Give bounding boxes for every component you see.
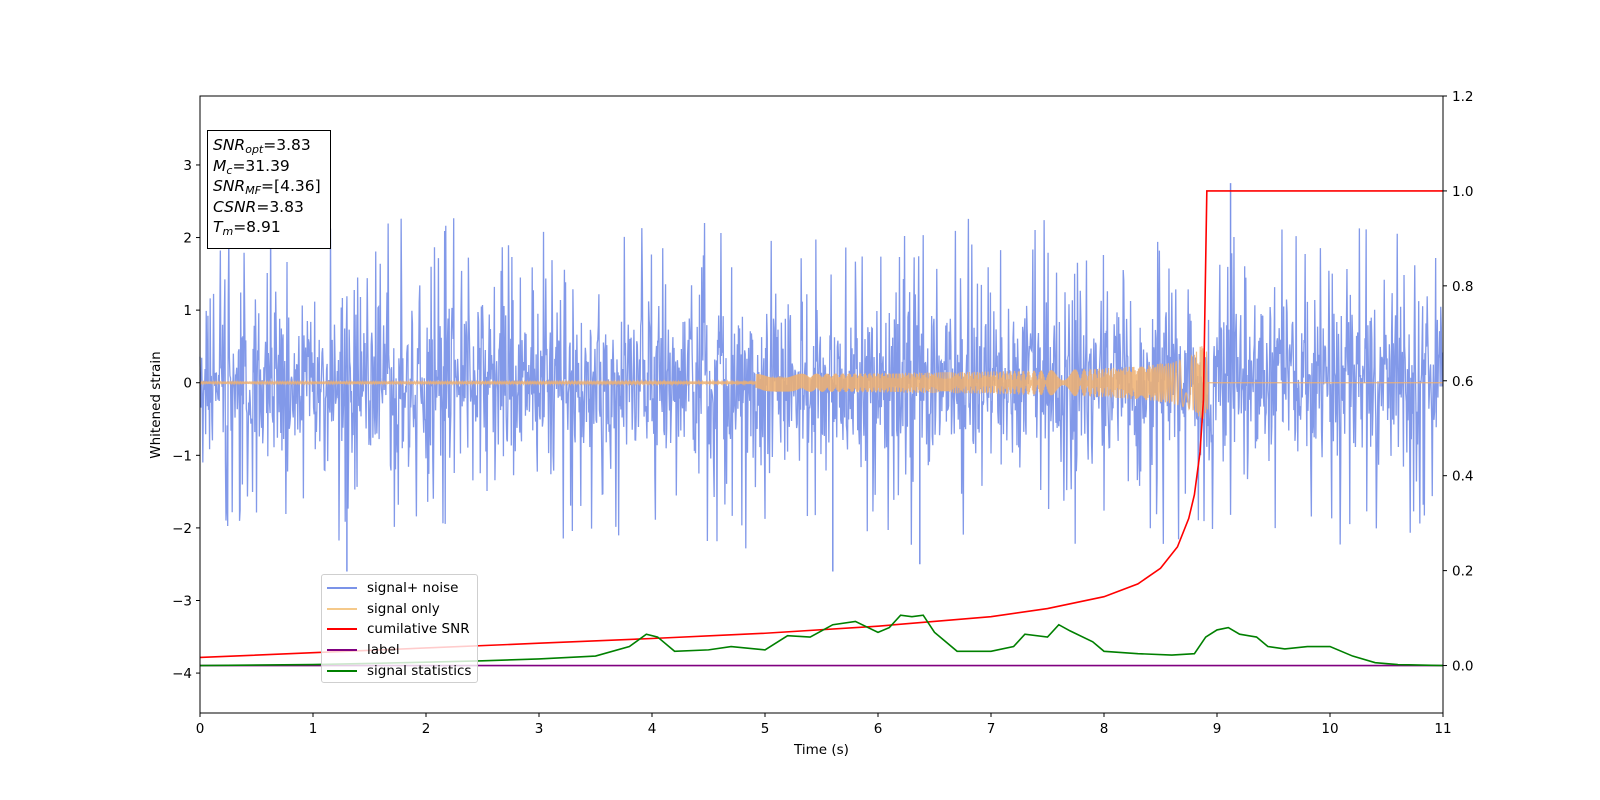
x-tick-label: 1 (309, 721, 318, 737)
y2-tick-label: 1.0 (1452, 184, 1473, 200)
legend-label: signal+ noise (367, 580, 458, 596)
y2-tick-label: 0.8 (1452, 279, 1473, 295)
stat-chirp-mass: Mc=31.39 (213, 156, 330, 177)
legend-item-label: label (327, 640, 477, 661)
stat-snr-mf: SNRMF=[4.36] (213, 176, 330, 197)
x-tick-label: 6 (874, 721, 883, 737)
y-tick-label: 0 (183, 376, 192, 392)
y-tick-label: 2 (183, 231, 192, 247)
y-tick-label: −2 (172, 521, 192, 537)
stats-annotation-box: SNRopt=3.83 Mc=31.39 SNRMF=[4.36] CSNR=3… (207, 130, 331, 249)
legend-item-signal-noise: signal+ noise (327, 578, 477, 599)
legend-swatch (327, 608, 357, 610)
stat-merger-time: Tm=8.91 (213, 217, 330, 238)
x-tick-label: 4 (648, 721, 657, 737)
x-tick-label: 10 (1321, 721, 1338, 737)
y-tick-label: 1 (183, 303, 192, 319)
x-tick-label: 3 (535, 721, 544, 737)
x-tick-label: 2 (422, 721, 431, 737)
y2-tick-label: 0.4 (1452, 469, 1473, 485)
x-tick-label: 0 (196, 721, 205, 737)
y-tick-label: −1 (172, 448, 192, 464)
legend-label: label (367, 642, 400, 658)
x-tick-label: 11 (1434, 721, 1451, 737)
legend: signal+ noise signal only cumilative SNR… (321, 574, 478, 683)
x-tick-label: 8 (1100, 721, 1109, 737)
y-tick-label: −4 (172, 666, 192, 682)
stat-snr-opt: SNRopt=3.83 (213, 135, 330, 156)
legend-item-signal-statistics: signal statistics (327, 660, 477, 681)
y-axis-label: Whitened strain (148, 351, 164, 458)
x-tick-label: 7 (987, 721, 996, 737)
y2-tick-label: 0.2 (1452, 564, 1473, 580)
legend-swatch (327, 649, 357, 651)
stat-csnr: CSNR=3.83 (213, 197, 330, 218)
legend-swatch (327, 670, 357, 672)
y-tick-label: −3 (172, 593, 192, 609)
legend-label: signal only (367, 601, 440, 617)
y2-tick-label: 0.6 (1452, 374, 1473, 390)
legend-label: cumilative SNR (367, 621, 470, 637)
x-tick-label: 9 (1213, 721, 1222, 737)
legend-swatch (327, 587, 357, 589)
x-axis-label: Time (s) (793, 742, 849, 758)
y-tick-label: 3 (183, 158, 192, 174)
legend-label: signal statistics (367, 663, 471, 679)
y2-tick-label: 1.2 (1452, 89, 1473, 105)
y2-tick-label: 0.0 (1452, 659, 1473, 675)
x-tick-label: 5 (761, 721, 770, 737)
legend-item-signal-only: signal only (327, 599, 477, 620)
legend-swatch (327, 628, 357, 630)
legend-item-cumulative-snr: cumilative SNR (327, 619, 477, 640)
